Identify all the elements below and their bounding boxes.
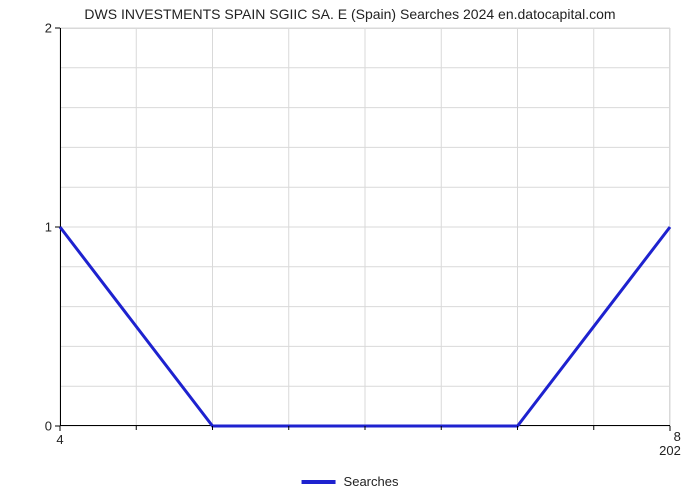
legend-label: Searches [344,474,399,489]
x-tick-label: 4 [56,432,63,447]
x-tick-label: 8202 [659,430,681,459]
grid-group [60,28,670,426]
legend: Searches [302,474,399,489]
y-tick-label: 1 [45,220,52,235]
legend-swatch-icon [302,480,336,484]
plot-area: 01248202 [60,28,670,426]
chart-svg [60,28,670,426]
xticks-group [60,426,670,431]
y-tick-label: 0 [45,419,52,434]
chart-title: DWS INVESTMENTS SPAIN SGIIC SA. E (Spain… [0,6,700,22]
chart-container: DWS INVESTMENTS SPAIN SGIIC SA. E (Spain… [0,0,700,500]
y-tick-label: 2 [45,21,52,36]
